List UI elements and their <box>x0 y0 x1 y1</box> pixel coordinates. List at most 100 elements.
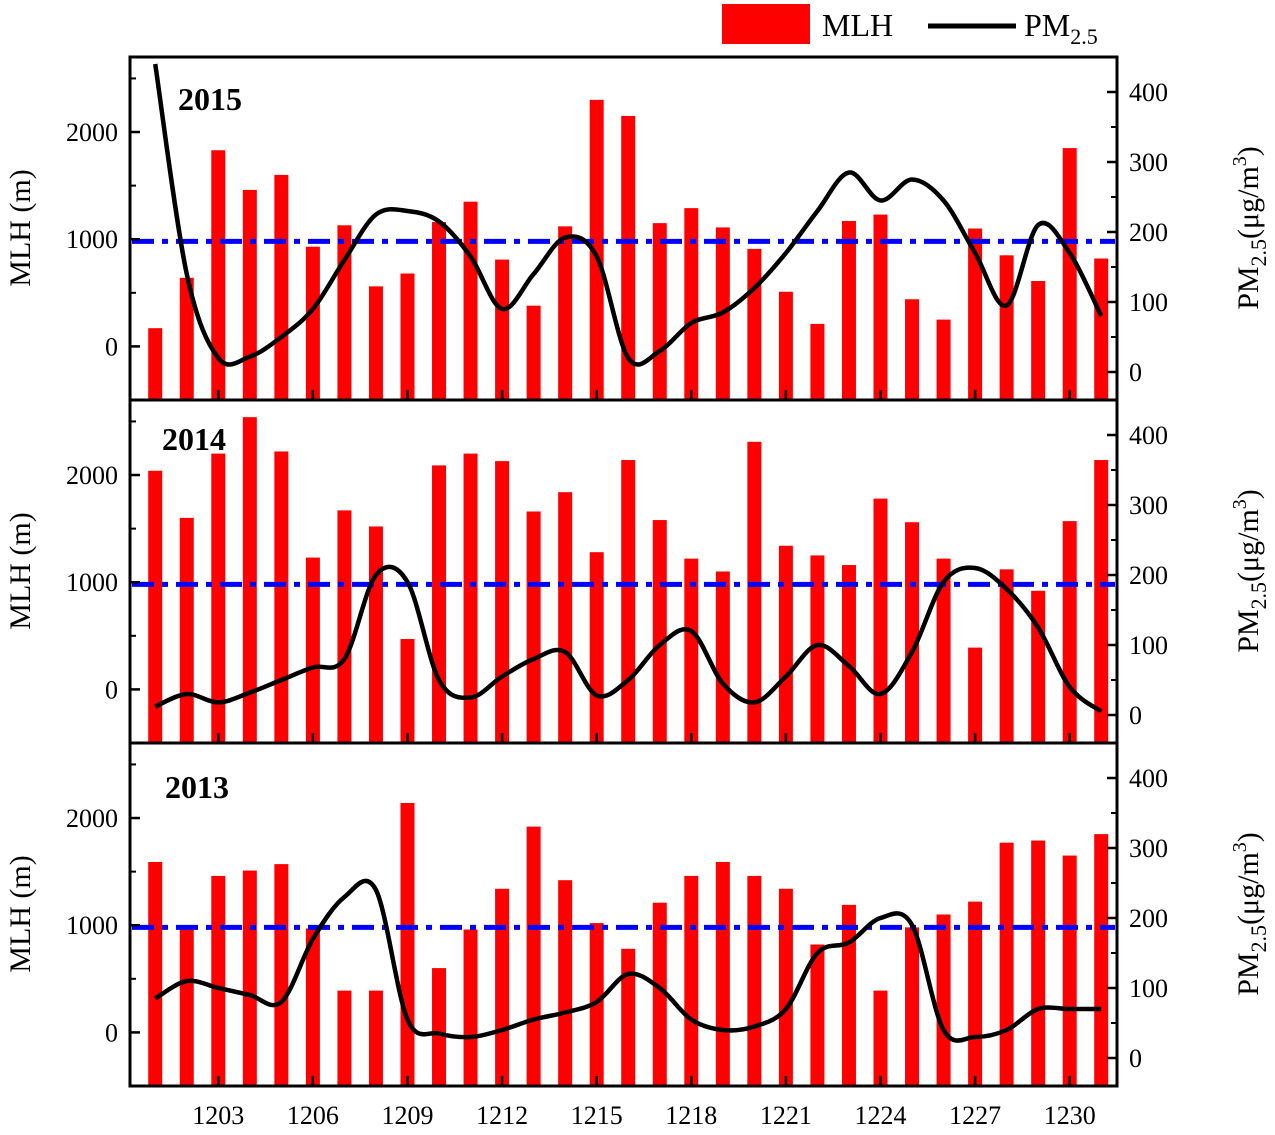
mlh-bar-2014-2 <box>179 517 194 743</box>
x-axis: 1203 1206 1209 1212 1215 1218 1221 1224 1227 1230 <box>192 1101 1095 1130</box>
mlh-bar-2015-15 <box>589 99 604 400</box>
mlh-bar-2015-11 <box>463 201 478 400</box>
mlh-bar-2015-13 <box>526 305 541 400</box>
left-axis-title-2014: MLH (m) <box>4 512 37 629</box>
mlh-bar-2014-12 <box>495 461 510 743</box>
mlh-bar-2013-27 <box>968 901 983 1086</box>
mlh-bar-2013-21 <box>778 888 793 1086</box>
right-axis-title-2014: PM2.5(μg/m3) <box>1229 489 1271 653</box>
mlh-bars-2014 <box>148 417 1109 743</box>
mlh-bar-2015-22 <box>810 323 825 400</box>
mlh-bar-2013-22 <box>810 944 825 1086</box>
mlh-bar-2013-18 <box>684 875 699 1086</box>
pm25-tick-label: 200 <box>1129 561 1168 590</box>
panel-2014: 0 1000 2000 0 100 200 300 400 2014 <box>66 398 1168 745</box>
x-tick-label: 1218 <box>665 1101 717 1130</box>
mlh-bar-2015-23 <box>841 220 856 400</box>
mlh-bar-2013-14 <box>558 880 573 1086</box>
mlh-bar-2015-9 <box>400 273 415 400</box>
mlh-tick-label: 2000 <box>66 461 118 490</box>
mlh-bar-2013-2 <box>179 928 194 1086</box>
right-axis-titles: PM2.5(μg/m3) PM2.5(μg/m3) PM2.5(μg/m3) <box>1229 146 1271 996</box>
left-axis-title-2013: MLH (m) <box>4 855 37 972</box>
mlh-bar-2013-17 <box>652 902 667 1086</box>
mlh-bar-2014-23 <box>841 565 856 743</box>
x-tick-label: 1215 <box>571 1101 623 1130</box>
mlh-bar-2013-20 <box>747 875 762 1086</box>
mlh-tick-label: 1000 <box>66 911 118 940</box>
mlh-bar-2014-14 <box>558 492 573 743</box>
mlh-bar-2015-4 <box>242 189 257 400</box>
mlh-bar-2013-10 <box>432 968 447 1086</box>
mlh-bar-2014-24 <box>873 498 888 743</box>
mlh-bar-2013-1 <box>148 861 163 1086</box>
right-axis-title-2013: PM2.5(μg/m3) <box>1229 832 1271 996</box>
mlh-bar-2013-26 <box>936 914 951 1086</box>
mlh-bar-2013-29 <box>1031 840 1046 1086</box>
mlh-bar-2014-27 <box>968 647 983 743</box>
pm25-tick-label: 300 <box>1129 834 1168 863</box>
mlh-bar-2015-14 <box>558 226 573 400</box>
mlh-bar-2013-8 <box>368 990 383 1086</box>
mlh-bar-2014-29 <box>1031 590 1046 743</box>
mlh-bar-2014-25 <box>905 522 920 743</box>
mlh-tick-label: 0 <box>105 332 118 361</box>
pm25-tick-label: 100 <box>1129 288 1168 317</box>
mlh-bar-2014-1 <box>148 470 163 743</box>
mlh-bar-2015-30 <box>1062 148 1077 400</box>
pm25-tick-label: 300 <box>1129 491 1168 520</box>
pm25-tick-label: 400 <box>1129 421 1168 450</box>
mlh-bar-2013-6 <box>305 928 320 1086</box>
mlh-bar-2013-12 <box>495 888 510 1086</box>
panel-2013: 0 1000 2000 0 100 200 300 400 2013 <box>66 741 1168 1088</box>
mlh-bar-2013-4 <box>242 870 257 1086</box>
x-tick-label: 1206 <box>287 1101 339 1130</box>
mlh-bar-2014-20 <box>747 441 762 743</box>
mlh-bar-2013-28 <box>999 842 1014 1086</box>
mlh-bar-2014-6 <box>305 557 320 743</box>
x-tick-label: 1227 <box>949 1101 1001 1130</box>
x-tick-label: 1221 <box>760 1101 812 1130</box>
mlh-bar-2015-3 <box>211 150 226 400</box>
mlh-bar-2015-2 <box>179 277 194 400</box>
mlh-bar-2015-18 <box>684 208 699 400</box>
mlh-bar-2014-4 <box>242 417 257 743</box>
mlh-tick-label: 1000 <box>66 568 118 597</box>
mlh-bar-2014-9 <box>400 639 415 743</box>
mlh-bar-2013-31 <box>1094 834 1109 1086</box>
mlh-bar-2014-21 <box>778 545 793 743</box>
left-axis-titles: MLH (m) MLH (m) MLH (m) <box>4 169 37 972</box>
mlh-bar-2013-30 <box>1062 855 1077 1086</box>
mlh-bar-2015-29 <box>1031 281 1046 400</box>
mlh-tick-label: 2000 <box>66 804 118 833</box>
mlh-bar-2015-25 <box>905 299 920 400</box>
mlh-bar-2015-27 <box>968 228 983 400</box>
pm25-tick-label: 100 <box>1129 631 1168 660</box>
mlh-tick-label: 0 <box>105 675 118 704</box>
mlh-bar-2015-6 <box>305 246 320 400</box>
panel-2015: 0 1000 2000 0 100 200 300 400 2015 <box>66 55 1168 402</box>
mlh-bar-2015-12 <box>495 259 510 400</box>
mlh-bars-2015 <box>148 99 1109 400</box>
mlh-bar-2013-9 <box>400 803 415 1086</box>
mlh-bar-2015-28 <box>999 255 1014 400</box>
mlh-bar-2014-31 <box>1094 460 1109 743</box>
mlh-bar-2013-24 <box>873 990 888 1086</box>
pm25-tick-label: 0 <box>1129 358 1142 387</box>
mlh-bar-2013-23 <box>841 904 856 1086</box>
mlh-bar-2014-5 <box>274 451 289 743</box>
x-tick-label: 1209 <box>381 1101 433 1130</box>
mlh-bar-2014-7 <box>337 510 352 743</box>
pm25-tick-label: 0 <box>1129 701 1142 730</box>
mlh-bar-2014-16 <box>621 460 636 743</box>
axis-ticks-2015: 0 1000 2000 0 100 200 300 400 <box>66 77 1168 400</box>
year-label-2013: 2013 <box>165 769 229 805</box>
mlh-tick-label: 2000 <box>66 118 118 147</box>
pm25-tick-label: 400 <box>1129 764 1168 793</box>
panel-frame-2013 <box>128 741 1119 1088</box>
mlh-bar-2014-28 <box>999 569 1014 743</box>
mlh-bar-2015-10 <box>432 222 447 400</box>
mlh-bars-2013 <box>148 803 1109 1086</box>
mlh-bar-2014-19 <box>715 571 730 743</box>
